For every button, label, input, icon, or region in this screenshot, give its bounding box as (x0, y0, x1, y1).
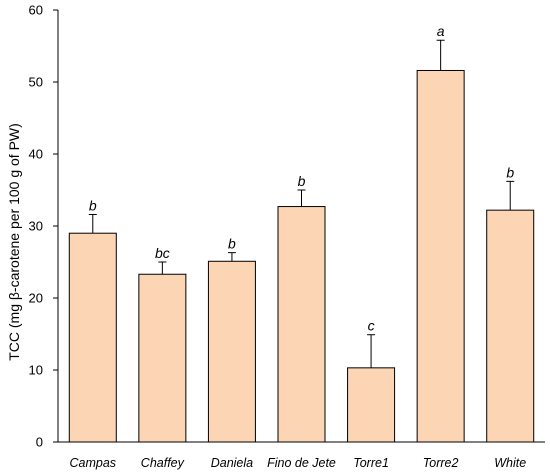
y-axis-label: TCC (mg β-carotene per 100 g of PW) (6, 123, 22, 361)
bar (138, 273, 187, 443)
significance-label: b (506, 164, 514, 180)
significance-label: b (89, 197, 97, 213)
y-axis-ticks: 0 10 20 30 40 50 60 (29, 3, 58, 450)
bar (347, 367, 396, 443)
significance-label: c (368, 318, 375, 334)
x-tick-label: White (494, 456, 526, 470)
bar (68, 232, 117, 443)
y-tick-label: 30 (29, 219, 43, 234)
y-tick-label: 0 (36, 435, 43, 450)
significance-label: bc (155, 245, 170, 261)
significance-label: b (228, 236, 236, 252)
bar (416, 69, 465, 443)
x-axis-ticks: Campas Chaffey Daniela Fino de Jete Torre1 To… (70, 456, 527, 470)
significance-label: a (437, 23, 445, 39)
x-tick-label: Chaffey (141, 456, 185, 470)
x-tick-label: Fino de Jete (267, 456, 336, 470)
bar (486, 209, 535, 443)
bar (207, 260, 256, 443)
y-tick-label: 20 (29, 291, 43, 306)
x-tick-label: Torre2 (423, 456, 459, 470)
y-tick-label: 50 (29, 75, 43, 90)
bar (277, 206, 326, 443)
x-tick-label: Torre1 (353, 456, 389, 470)
significance-label: b (298, 173, 306, 189)
x-tick-label: Daniela (211, 456, 253, 470)
bars (68, 69, 535, 443)
y-tick-label: 60 (29, 3, 43, 18)
error-bars (88, 39, 515, 368)
x-tick-label: Campas (70, 456, 117, 470)
y-tick-label: 40 (29, 147, 43, 162)
y-tick-label: 10 (29, 363, 43, 378)
